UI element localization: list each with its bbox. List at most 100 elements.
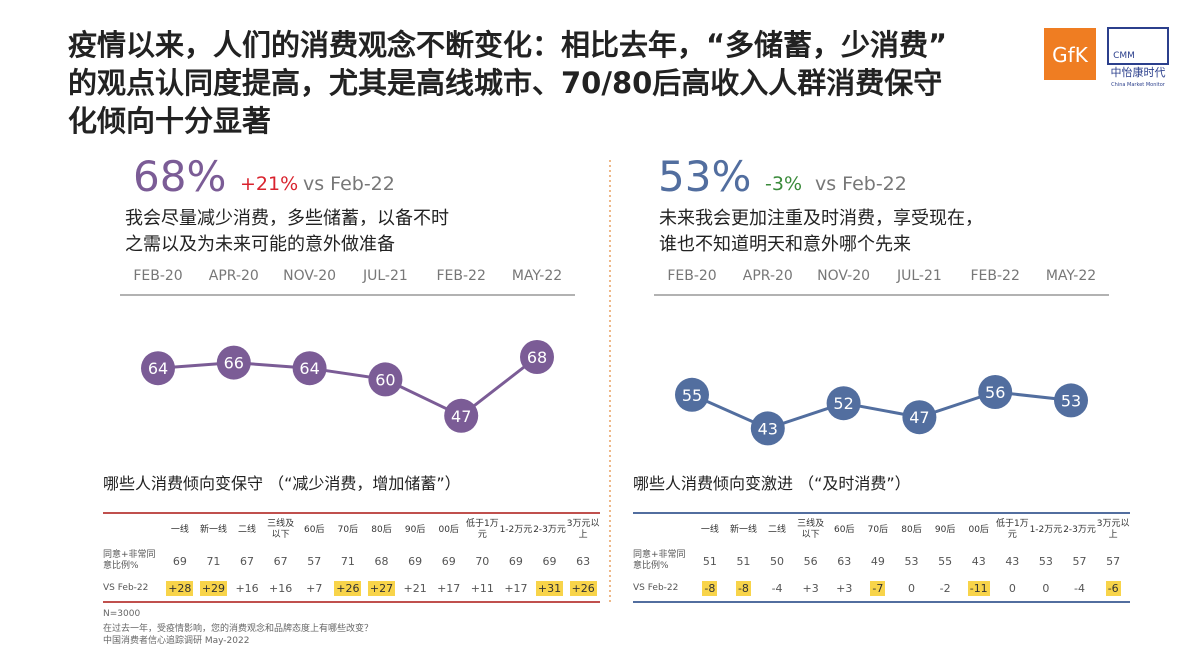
point-label: 68	[527, 348, 547, 367]
cell-value: +3	[802, 582, 819, 595]
title-line: 疫情以来，人们的消费观念不断变化：相比去年，“多储蓄，少消费”	[68, 28, 948, 62]
cell: -8	[693, 576, 727, 602]
cell-value: +26	[569, 581, 597, 596]
row-label: 同意+非常同意比例%	[633, 550, 686, 571]
cell-value: 71	[340, 554, 355, 568]
cell: 69	[398, 546, 432, 576]
column-header: 2-3万元	[533, 524, 566, 535]
x-tick-label: FEB-22	[971, 268, 1020, 284]
line	[691, 390, 1072, 431]
cell-value: -2	[939, 582, 951, 595]
x-tick-label: NOV-20	[283, 268, 336, 284]
table-row: 同意+非常同意比例% 69 71 67 67 57 71 68 69 69 70 69 69 63	[103, 546, 600, 576]
point-label: 52	[833, 394, 853, 413]
cell-value: 69	[408, 554, 423, 568]
point	[368, 362, 403, 397]
column-header: 三线及以下	[267, 519, 295, 540]
point-label: 43	[758, 419, 778, 438]
cmm-text: CMM	[1113, 51, 1135, 61]
description: 之需以及为未来可能的意外做准备	[125, 234, 395, 255]
header-row: 一线 新一线 二线 三线及以下 60后 70后 80后 90后 00后 低于1万元 1-2万元 2-3…	[633, 513, 1130, 546]
table-row: VS Feb-22 -8 -8 -4 +3 +3 -7 0 -2 -11 0 0 -4 -6	[633, 576, 1130, 602]
cell-value: 51	[736, 554, 751, 568]
cell: 67	[264, 546, 298, 576]
column-header: 70后	[867, 524, 889, 535]
headline: 53%	[658, 152, 752, 201]
gfk-text: GfK	[1052, 43, 1089, 67]
point-label: 47	[909, 408, 929, 427]
title-line: 化倾向十分显著	[68, 104, 272, 138]
cell-value: +29	[199, 581, 228, 596]
cell: +16	[264, 576, 298, 602]
cell: +27	[365, 576, 399, 602]
cell-value: 0	[1042, 582, 1050, 595]
column-header: 一线	[170, 524, 189, 535]
comparison: vs Feb-22	[815, 173, 907, 195]
column-header: 新一线	[729, 524, 757, 535]
gfk-logo	[1044, 28, 1096, 80]
cell: +17	[499, 576, 533, 602]
cmm-logo	[1107, 27, 1169, 65]
point	[292, 351, 327, 386]
cell: 0	[895, 576, 929, 602]
row-label: VS Feb-22	[633, 583, 679, 593]
cell-value: -4	[1074, 582, 1086, 595]
cell-value: -8	[702, 581, 718, 596]
column-header: 二线	[768, 524, 787, 535]
cell: 69	[533, 546, 567, 576]
x-tick-label: APR-20	[743, 268, 793, 284]
point-label: 60	[375, 370, 395, 389]
row-label: 同意+非常同意比例%	[103, 550, 156, 571]
table-caption: 哪些人消费倾向变保守 （“减少消费，增加储蓄”）	[103, 474, 461, 493]
x-tick-label: NOV-20	[817, 268, 870, 284]
footnote: 在过去一年，受疫情影响，您的消费观念和品牌态度上有哪些改变？	[103, 624, 374, 634]
x-tick-label: JUL-21	[896, 268, 942, 284]
column-header: 70后	[337, 524, 359, 535]
cell: 43	[996, 546, 1030, 576]
cell-value: 68	[374, 554, 389, 568]
cell: +3	[827, 576, 861, 602]
data-table: 一线 新一线 二线 三线及以下 60后 70后 80后 90后 00后 低于1万元 1-2万元 2-3…	[103, 512, 600, 603]
cell: 57	[1063, 546, 1097, 576]
column-header: 1-2万元	[1029, 524, 1063, 535]
cell: -11	[962, 576, 996, 602]
column-header: 60后	[834, 524, 855, 535]
point-label: 64	[299, 359, 319, 378]
x-tick-label: MAY-22	[512, 268, 562, 284]
cell: 49	[861, 546, 895, 576]
cmm-name: 中怡康时代	[1111, 65, 1166, 79]
comparison: vs Feb-22	[303, 173, 395, 195]
cell-value: +11	[470, 582, 494, 595]
cell: 68	[365, 546, 399, 576]
row-label: VS Feb-22	[103, 583, 149, 593]
cell: +31	[533, 576, 567, 602]
point	[675, 377, 709, 412]
cell-value: 50	[770, 554, 785, 568]
cell: 50	[760, 546, 794, 576]
point	[750, 411, 785, 446]
cell-value: 69	[508, 554, 523, 568]
cell: +28	[163, 576, 197, 602]
cell: -4	[1063, 576, 1097, 602]
x-tick-label: FEB-20	[667, 268, 716, 284]
x-tick-label: APR-20	[209, 268, 259, 284]
header-row: 一线 新一线 二线 三线及以下 60后 70后 80后 90后 00后 低于1万元 1-2万元 2-3…	[103, 513, 600, 546]
cell: -7	[861, 576, 895, 602]
cell: 63	[827, 546, 861, 576]
cell: 56	[794, 546, 828, 576]
corner	[103, 513, 163, 546]
cell: 63	[566, 546, 600, 576]
cell-value: +31	[535, 581, 564, 596]
cell: 67	[230, 546, 264, 576]
point-label: 64	[148, 359, 168, 378]
cell: 55	[928, 546, 962, 576]
change: +21%	[240, 173, 299, 195]
column-header: 90后	[404, 524, 426, 535]
line	[157, 355, 538, 418]
change: -3%	[765, 173, 802, 195]
cell: 51	[727, 546, 761, 576]
cell: -4	[760, 576, 794, 602]
cell-value: +26	[334, 581, 362, 596]
cell: 53	[895, 546, 929, 576]
cell-value: 53	[1038, 554, 1053, 568]
